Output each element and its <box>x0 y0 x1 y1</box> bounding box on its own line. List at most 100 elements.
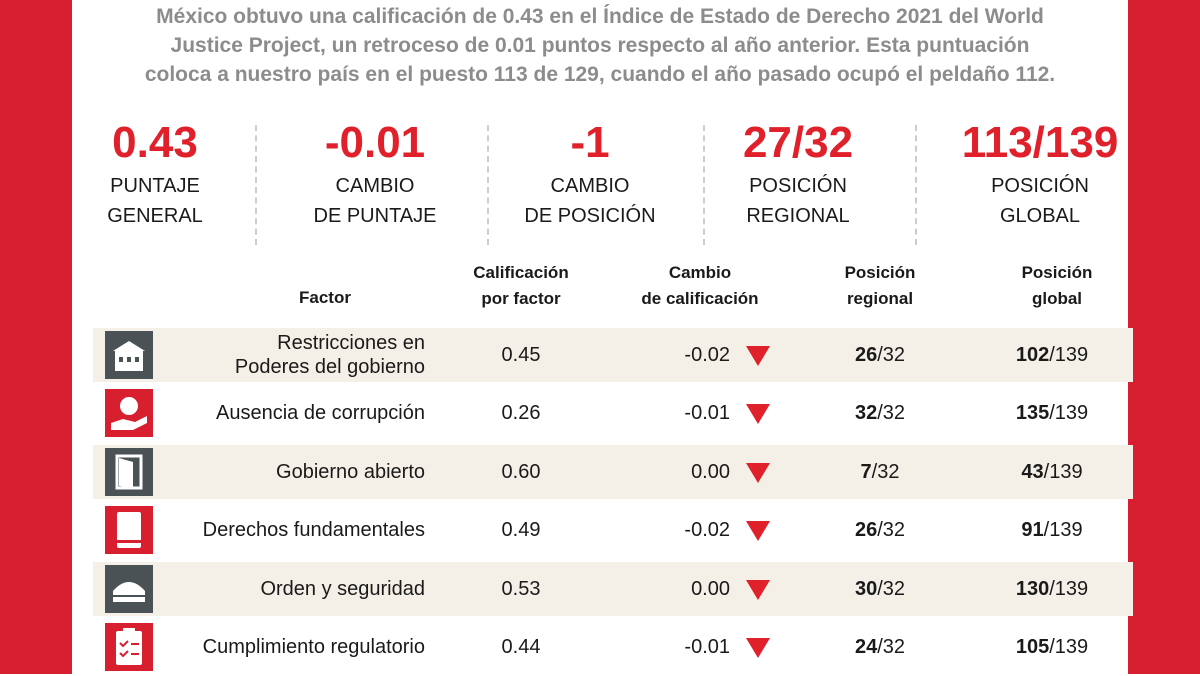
stat-label: CAMBIO DE PUNTAJE <box>265 171 485 231</box>
factor-line: Gobierno abierto <box>276 461 425 483</box>
table-row: Cumplimiento regulatorio 0.44 -0.01 24/32 10… <box>93 620 1133 674</box>
score-change: -0.02 <box>684 344 730 366</box>
factor-score: 0.45 <box>501 344 541 366</box>
rank-total: /139 <box>1049 402 1089 424</box>
score-change: 0.00 <box>691 461 730 483</box>
factor-icon <box>105 506 153 554</box>
factor-line: Ausencia de corrupción <box>215 402 425 424</box>
factor-name: Orden y seguridad <box>260 577 425 601</box>
stat-value: -0.01 <box>324 118 426 167</box>
left-border <box>0 0 72 674</box>
score-change: 0.00 <box>691 578 730 600</box>
table-row: Gobierno abierto 0.60 0.00 7/32 43/139 <box>93 445 1133 499</box>
stat-label-line: CAMBIO <box>335 175 415 197</box>
triangle-graphic <box>746 521 770 541</box>
stat-label-line: REGIONAL <box>746 205 850 227</box>
regional-position: 24/32 <box>830 635 930 659</box>
rank: 91 <box>1021 519 1044 541</box>
rank: 43 <box>1021 461 1044 483</box>
down-triangle <box>746 463 770 488</box>
triangle-graphic <box>746 346 770 366</box>
column-header-line: Posición <box>1021 263 1093 282</box>
factor-name: Restricciones en Poderes del gobierno <box>235 331 425 379</box>
stat-label: POSICIÓN REGIONAL <box>688 171 908 231</box>
score-change: -0.01 <box>684 636 730 658</box>
down-triangle <box>746 580 770 605</box>
column-header: Posición regional <box>780 260 980 312</box>
rank-total: /32 <box>877 578 906 600</box>
factor-icon <box>105 623 153 671</box>
rank-total: /32 <box>877 519 906 541</box>
stat-label: CAMBIO DE POSICIÓN <box>480 171 700 231</box>
stat-label-line: GLOBAL <box>999 205 1081 227</box>
rank: 24 <box>854 636 878 658</box>
stat: 27/32 POSICIÓN REGIONAL <box>688 115 908 231</box>
global-position: 43/139 <box>992 460 1112 484</box>
triangle-graphic <box>746 463 770 483</box>
stat-value: -1 <box>570 118 610 167</box>
icon-graphic <box>111 397 147 430</box>
column-header-line: Calificación <box>473 263 569 282</box>
factor-line: Restricciones en <box>277 332 425 354</box>
score-change: -0.01 <box>684 402 730 424</box>
column-header: Calificación por factor <box>421 260 621 312</box>
stat-label-line: DE POSICIÓN <box>524 205 656 227</box>
rank: 30 <box>854 578 878 600</box>
regional-position: 7/32 <box>830 460 930 484</box>
rank-total: /32 <box>877 402 906 424</box>
separator <box>703 125 705 245</box>
column-header: Factor <box>225 285 425 311</box>
rank: 26 <box>854 519 878 541</box>
intro-line: coloca a nuestro país en el puesto 113 d… <box>144 63 1056 86</box>
stat: -0.01 CAMBIO DE PUNTAJE <box>265 115 485 231</box>
down-triangle <box>746 346 770 371</box>
rank-total: /139 <box>1043 519 1083 541</box>
global-position: 102/139 <box>992 343 1112 367</box>
stat-label-line: POSICIÓN <box>749 175 847 197</box>
rank: 102 <box>1015 344 1050 366</box>
rank-total: /139 <box>1043 461 1083 483</box>
stat-label-line: GENERAL <box>107 205 203 227</box>
rank: 105 <box>1015 636 1050 658</box>
rank-total: /32 <box>877 344 906 366</box>
regional-position: 32/32 <box>830 401 930 425</box>
icon-graphic <box>116 628 142 665</box>
global-position: 130/139 <box>992 577 1112 601</box>
triangle-graphic <box>746 404 770 424</box>
down-triangle <box>746 404 770 429</box>
table-row: Derechos fundamentales 0.49 -0.02 26/32 91/1… <box>93 503 1133 557</box>
factor-line: Derechos fundamentales <box>202 519 425 541</box>
rank-total: /139 <box>1049 344 1089 366</box>
regional-position: 30/32 <box>830 577 930 601</box>
stat-label-line: CAMBIO <box>550 175 630 197</box>
column-header-line: regional <box>846 289 914 308</box>
table-row: Restricciones en Poderes del gobierno 0.45… <box>93 328 1133 382</box>
column-header-line: de calificación <box>641 289 759 308</box>
factor-icon <box>105 389 153 437</box>
score-change: -0.02 <box>684 519 730 541</box>
table-row: Orden y seguridad 0.53 0.00 30/32 130/139 <box>93 562 1133 616</box>
down-triangle <box>746 638 770 663</box>
factor-name: Cumplimiento regulatorio <box>203 635 425 659</box>
global-position: 91/139 <box>992 518 1112 542</box>
rank: 135 <box>1015 402 1050 424</box>
intro-line: Justice Project, un retroceso de 0.01 pu… <box>170 34 1030 57</box>
stat-label: PUNTAJE GENERAL <box>45 171 265 231</box>
factor-name: Derechos fundamentales <box>203 518 425 542</box>
factor-score: 0.60 <box>501 461 541 483</box>
column-header-line: Posición <box>844 263 916 282</box>
right-border <box>1128 0 1200 674</box>
column-header-line: global <box>1031 289 1083 308</box>
column-header: Posición global <box>957 260 1157 312</box>
factor-score: 0.44 <box>501 636 541 658</box>
factor-icon <box>105 448 153 496</box>
factor-score: 0.26 <box>501 402 541 424</box>
rank-total: /139 <box>1049 636 1089 658</box>
stat-label-line: DE PUNTAJE <box>313 205 437 227</box>
factor-icon <box>105 331 153 379</box>
stat-value: 27/32 <box>742 118 854 167</box>
factor-score: 0.53 <box>501 578 541 600</box>
separator <box>487 125 489 245</box>
stat-label: POSICIÓN GLOBAL <box>930 171 1150 231</box>
